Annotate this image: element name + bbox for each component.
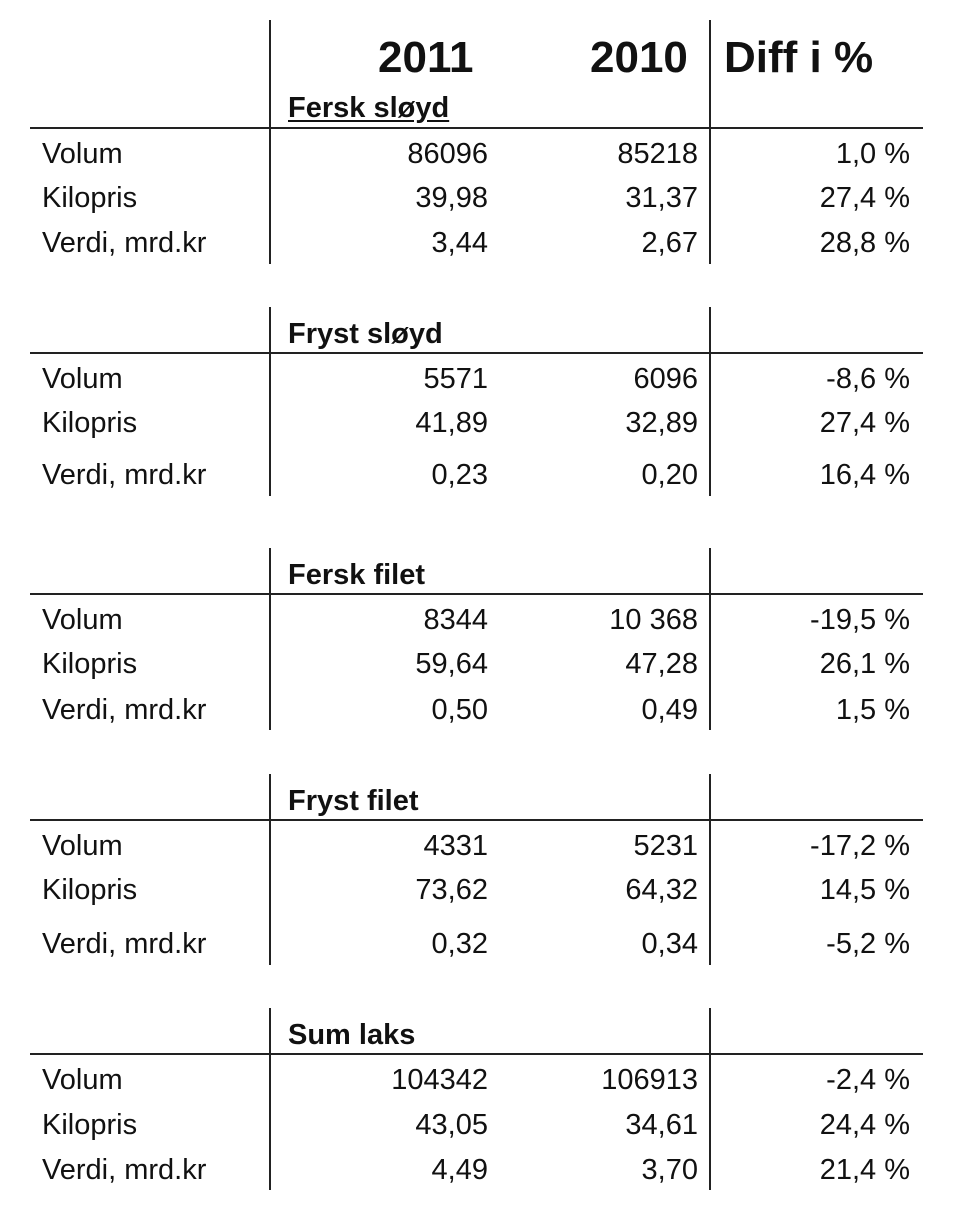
row-label: Verdi, mrd.kr: [42, 459, 207, 491]
value-diff: -5,2 %: [826, 928, 910, 960]
row-label: Kilopris: [42, 874, 138, 906]
value-2010: 6096: [633, 363, 698, 395]
value-2011: 86096: [407, 138, 488, 170]
value-diff: 24,4 %: [819, 1109, 910, 1141]
value-2010: 64,32: [625, 874, 698, 906]
value-2010: 0,34: [641, 928, 698, 960]
title-divider-right: [709, 1008, 711, 1054]
value-diff: -8,6 %: [826, 363, 910, 395]
value-diff: 28,8 %: [819, 227, 910, 259]
value-diff: -17,2 %: [810, 830, 910, 862]
row-label: Verdi, mrd.kr: [42, 227, 207, 259]
title-divider-left: [269, 774, 271, 820]
title-divider-right: [709, 307, 711, 353]
section-divider-left: [269, 820, 271, 965]
value-diff: -2,4 %: [826, 1064, 910, 1096]
section-title: Fryst filet: [288, 785, 419, 817]
row-label: Volum: [42, 1064, 123, 1096]
row-label: Volum: [42, 138, 123, 170]
row-label: Verdi, mrd.kr: [42, 1154, 207, 1186]
section-rule: [30, 352, 923, 354]
value-2011: 8344: [423, 604, 488, 636]
value-diff: 14,5 %: [819, 874, 910, 906]
section-title: Fersk sløyd: [288, 92, 450, 124]
row-label: Kilopris: [42, 1109, 138, 1141]
value-diff: 1,0 %: [835, 138, 910, 170]
value-2010: 5231: [633, 830, 698, 862]
section-divider-right: [709, 128, 711, 264]
title-divider-left: [269, 1008, 271, 1054]
value-2011: 0,50: [431, 694, 488, 726]
value-2010: 31,37: [625, 182, 698, 214]
value-2011: 0,32: [431, 928, 488, 960]
value-2010: 47,28: [625, 648, 698, 680]
value-diff: 26,1 %: [819, 648, 910, 680]
value-2011: 104342: [391, 1064, 488, 1096]
value-2011: 4331: [423, 830, 488, 862]
header-divider-left: [269, 20, 271, 128]
row-label: Verdi, mrd.kr: [42, 694, 207, 726]
value-2011: 59,64: [415, 648, 488, 680]
section-divider-left: [269, 1054, 271, 1190]
value-diff: 27,4 %: [819, 407, 910, 439]
value-2011: 43,05: [415, 1109, 488, 1141]
value-2010: 0,49: [641, 694, 698, 726]
value-2010: 3,70: [641, 1154, 698, 1186]
row-label: Kilopris: [42, 407, 138, 439]
row-label: Volum: [42, 830, 123, 862]
value-2011: 4,49: [431, 1154, 488, 1186]
row-label: Volum: [42, 604, 123, 636]
section-divider-right: [709, 594, 711, 730]
value-2011: 0,23: [431, 459, 488, 491]
section-divider-right: [709, 353, 711, 496]
section-rule: [30, 819, 923, 821]
value-2011: 5571: [423, 363, 488, 395]
header-2010: 2010: [590, 33, 688, 82]
header-divider-right: [709, 20, 711, 128]
header-diff: Diff i %: [724, 33, 874, 82]
value-2010: 85218: [617, 138, 698, 170]
value-2010: 32,89: [625, 407, 698, 439]
value-diff: 16,4 %: [819, 459, 910, 491]
value-diff: -19,5 %: [810, 604, 910, 636]
value-diff: 1,5 %: [835, 694, 910, 726]
title-divider-right: [709, 774, 711, 820]
value-diff: 27,4 %: [819, 182, 910, 214]
section-rule: [30, 1053, 923, 1055]
row-label: Verdi, mrd.kr: [42, 928, 207, 960]
section-rule: [30, 127, 923, 129]
section-divider-left: [269, 353, 271, 496]
value-2011: 41,89: [415, 407, 488, 439]
section-divider-left: [269, 128, 271, 264]
section-divider-right: [709, 820, 711, 965]
title-divider-left: [269, 548, 271, 594]
section-divider-left: [269, 594, 271, 730]
value-2010: 2,67: [641, 227, 698, 259]
title-divider-left: [269, 307, 271, 353]
value-2011: 73,62: [415, 874, 488, 906]
section-divider-right: [709, 1054, 711, 1190]
value-2010: 34,61: [625, 1109, 698, 1141]
value-2011: 3,44: [431, 227, 488, 259]
value-diff: 21,4 %: [819, 1154, 910, 1186]
section-title: Fersk filet: [288, 559, 425, 591]
header-2011: 2011: [378, 33, 474, 82]
row-label: Volum: [42, 363, 123, 395]
value-2011: 39,98: [415, 182, 488, 214]
section-rule: [30, 593, 923, 595]
row-label: Kilopris: [42, 182, 138, 214]
value-2010: 10 368: [609, 604, 698, 636]
section-title: Fryst sløyd: [288, 318, 443, 350]
value-2010: 106913: [601, 1064, 698, 1096]
value-2010: 0,20: [641, 459, 698, 491]
row-label: Kilopris: [42, 648, 138, 680]
title-divider-right: [709, 548, 711, 594]
section-title: Sum laks: [288, 1019, 416, 1051]
